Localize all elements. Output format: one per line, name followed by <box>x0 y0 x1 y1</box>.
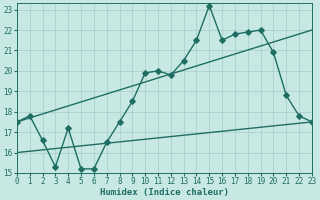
X-axis label: Humidex (Indice chaleur): Humidex (Indice chaleur) <box>100 188 229 197</box>
